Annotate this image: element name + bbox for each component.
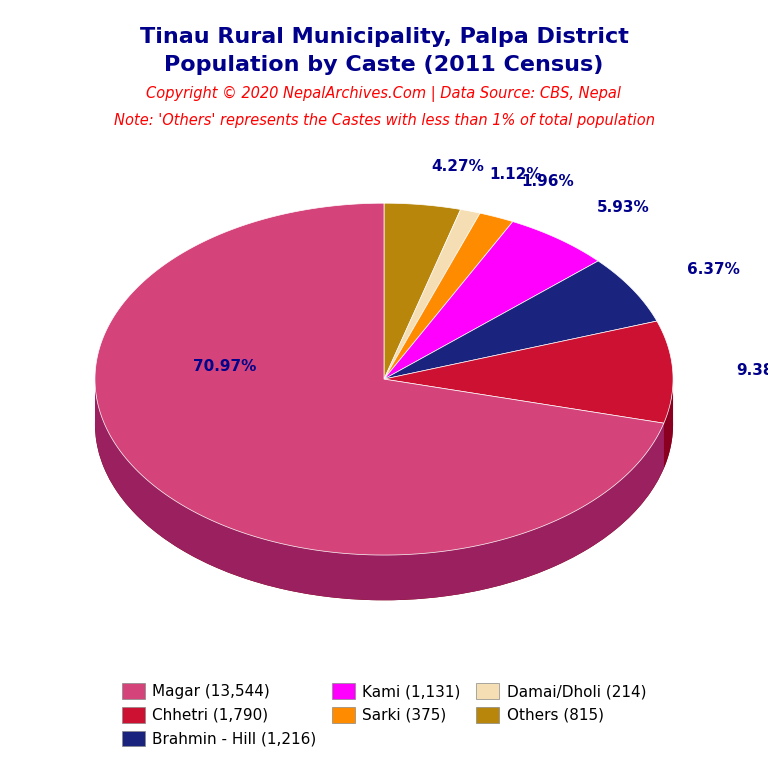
Text: 6.37%: 6.37% <box>687 262 740 277</box>
Text: 9.38%: 9.38% <box>737 362 768 378</box>
Text: 5.93%: 5.93% <box>597 200 650 216</box>
Polygon shape <box>384 214 513 379</box>
Polygon shape <box>664 379 673 468</box>
Polygon shape <box>95 204 664 555</box>
Polygon shape <box>384 261 657 379</box>
Legend: Magar (13,544), Chhetri (1,790), Brahmin - Hill (1,216), Kami (1,131), Sarki (37: Magar (13,544), Chhetri (1,790), Brahmin… <box>116 677 652 753</box>
Text: 4.27%: 4.27% <box>431 159 484 174</box>
Polygon shape <box>95 382 664 601</box>
Ellipse shape <box>95 248 673 601</box>
Polygon shape <box>384 379 664 468</box>
Polygon shape <box>384 210 480 379</box>
Text: 1.96%: 1.96% <box>521 174 574 189</box>
Polygon shape <box>384 321 673 423</box>
Polygon shape <box>384 204 461 379</box>
Text: 1.12%: 1.12% <box>489 167 542 182</box>
Text: Copyright © 2020 NepalArchives.Com | Data Source: CBS, Nepal: Copyright © 2020 NepalArchives.Com | Dat… <box>147 86 621 102</box>
Polygon shape <box>384 222 598 379</box>
Text: Population by Caste (2011 Census): Population by Caste (2011 Census) <box>164 55 604 75</box>
Text: 70.97%: 70.97% <box>194 359 257 374</box>
Text: Tinau Rural Municipality, Palpa District: Tinau Rural Municipality, Palpa District <box>140 27 628 47</box>
Polygon shape <box>384 379 664 468</box>
Text: Note: 'Others' represents the Castes with less than 1% of total population: Note: 'Others' represents the Castes wit… <box>114 113 654 128</box>
